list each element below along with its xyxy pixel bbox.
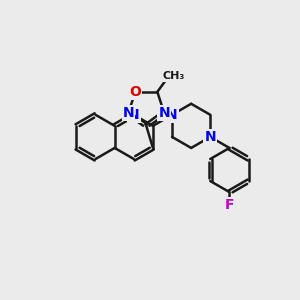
Text: F: F — [225, 198, 234, 212]
Text: N: N — [205, 130, 216, 144]
Text: N: N — [158, 106, 170, 120]
Text: O: O — [129, 85, 141, 99]
Text: CH₃: CH₃ — [162, 71, 184, 81]
Text: N: N — [123, 106, 134, 120]
Text: N: N — [166, 108, 178, 122]
Text: N: N — [128, 108, 140, 122]
